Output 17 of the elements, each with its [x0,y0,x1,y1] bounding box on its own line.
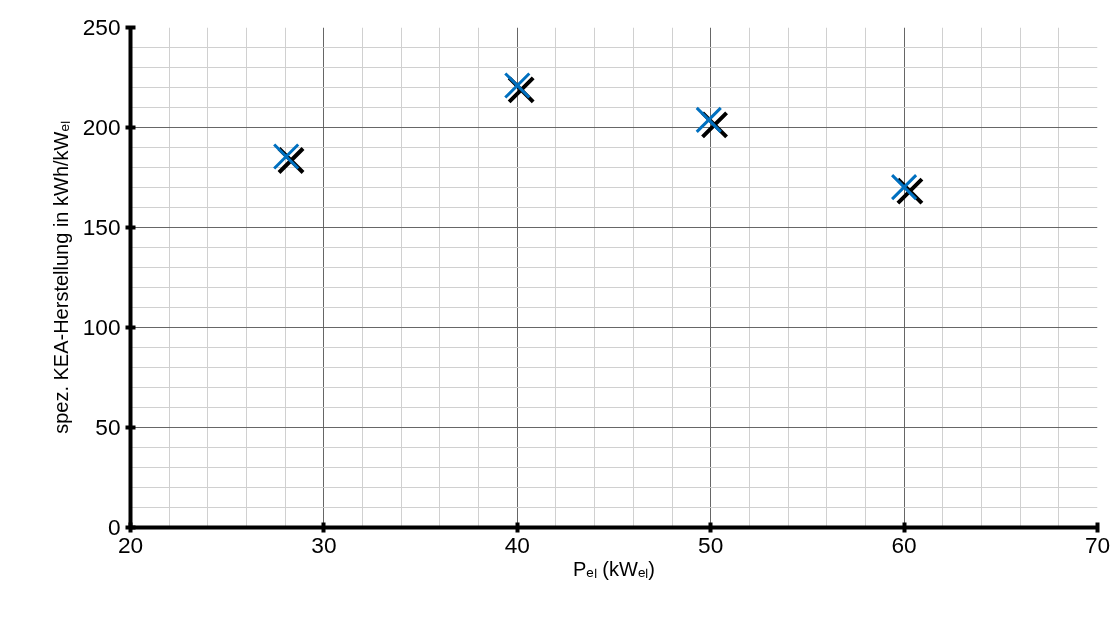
y-axis-title: spez. KEA-Herstellung in kWh/kWₑₗ [49,121,72,434]
y-tick-label: 150 [82,214,121,240]
y-tick-label: 50 [95,414,121,440]
point [503,71,531,100]
x-tick-label: 30 [311,531,337,558]
y-tick-label: 250 [82,14,121,40]
y-tick-label: 0 [107,514,121,540]
y-tick-label: 200 [82,114,121,140]
x-tick-label: 40 [504,531,530,558]
x-axis-title: Pₑₗ (kWₑₗ) [573,557,655,580]
x-tick-label: 70 [1084,531,1111,558]
x-tick-label: 50 [698,531,724,558]
point [272,142,300,171]
x-tick-label: 60 [891,531,917,558]
y-tick-label: 100 [82,314,121,340]
point [695,106,723,134]
point [890,173,918,201]
